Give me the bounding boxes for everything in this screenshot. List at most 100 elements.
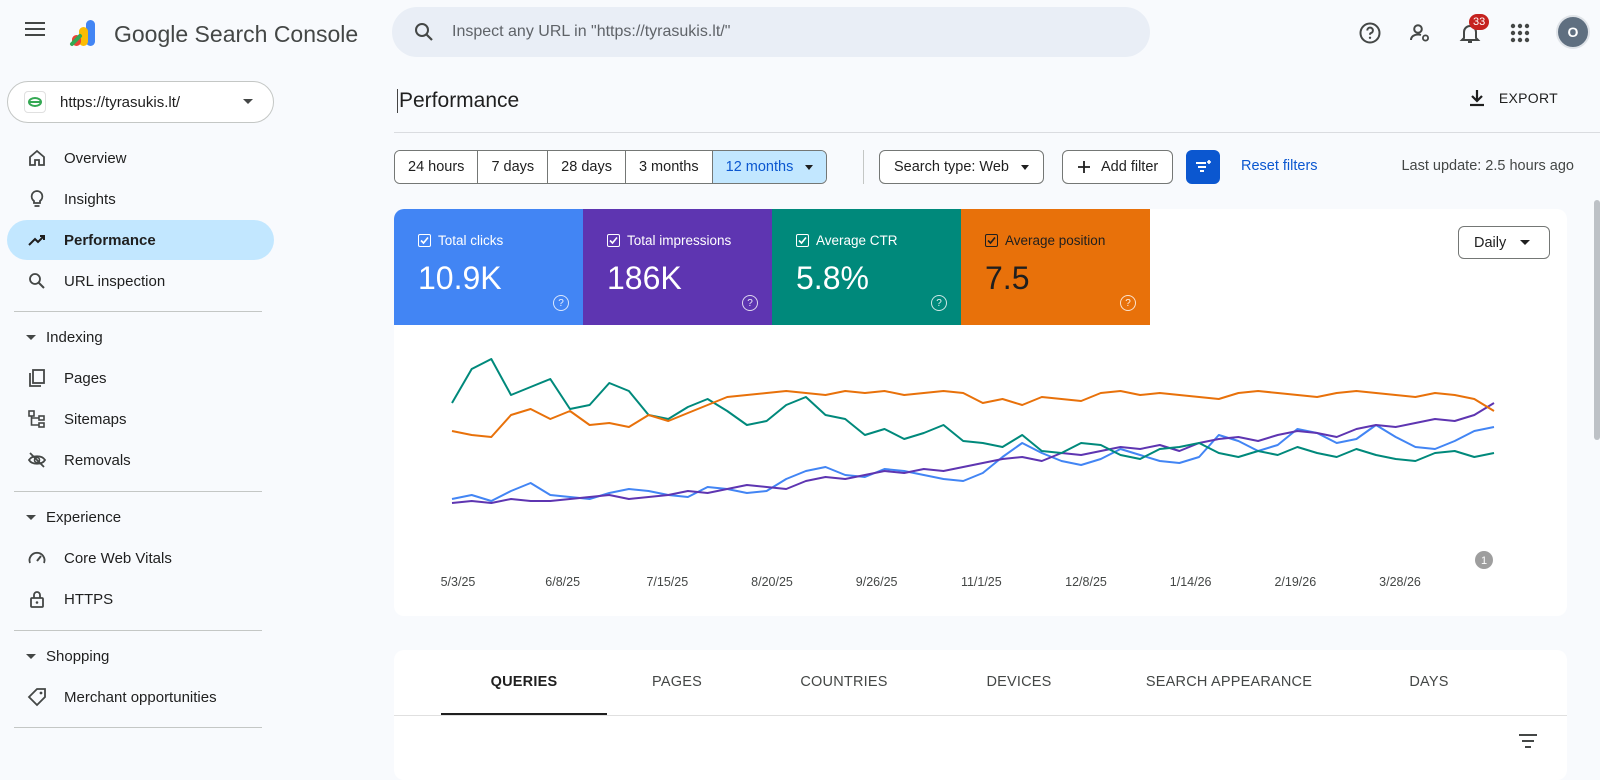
bell-icon[interactable]: 33 — [1455, 14, 1490, 48]
metric-value: 10.9K — [418, 260, 502, 296]
checkbox-checked-icon[interactable] — [985, 234, 998, 247]
sidebar-item-overview[interactable]: Overview — [7, 138, 274, 178]
sidebar-item-sitemaps[interactable]: Sitemaps — [7, 399, 274, 439]
brand-title: Google Search Console — [114, 21, 359, 47]
help-icon[interactable]: ? — [742, 295, 758, 311]
page-title: Performance — [397, 89, 520, 113]
metric-total-impressions[interactable]: Total impressions 186K ? — [583, 209, 772, 325]
sidebar-item-core-web-vitals[interactable]: Core Web Vitals — [7, 538, 274, 578]
x-tick-label: 11/1/25 — [961, 575, 1002, 589]
filter-separator — [863, 150, 864, 184]
sidebar-section-experience[interactable]: Experience — [22, 509, 121, 526]
export-button[interactable]: EXPORT — [1467, 88, 1558, 108]
sidebar-item-pages[interactable]: Pages — [7, 358, 274, 398]
tab-days[interactable]: DAYS — [1409, 674, 1449, 690]
search-icon — [26, 270, 48, 292]
caret-down-icon — [26, 654, 36, 659]
sidebar-item-insights[interactable]: Insights — [7, 179, 274, 219]
checkbox-checked-icon[interactable] — [607, 234, 620, 247]
sidebar-item-merchant-opportunities[interactable]: Merchant opportunities — [7, 677, 274, 717]
property-selector[interactable]: https://tyrasukis.lt/ — [7, 81, 274, 123]
metric-value: 5.8% — [796, 260, 869, 296]
reset-filters-link[interactable]: Reset filters — [1241, 158, 1318, 174]
checkbox-checked-icon[interactable] — [796, 234, 809, 247]
main-content: Performance EXPORT 24 hours 7 days 28 da… — [394, 66, 1600, 780]
menu-icon[interactable] — [20, 18, 50, 48]
top-bar: Google Search Console 33 O — [0, 0, 1600, 66]
sidebar-divider — [14, 630, 262, 631]
x-tick-label: 3/28/26 — [1379, 575, 1421, 589]
help-icon[interactable]: ? — [553, 295, 569, 311]
filter-settings-button[interactable] — [1186, 150, 1220, 184]
sidebar-divider — [14, 491, 262, 492]
trending-up-icon — [26, 229, 48, 251]
last-update-text: Last update: 2.5 hours ago — [1401, 158, 1574, 174]
sidebar-item-performance[interactable]: Performance — [7, 220, 274, 260]
x-tick-label: 8/20/25 — [751, 575, 793, 589]
sidebar-section-shopping[interactable]: Shopping — [22, 648, 109, 665]
x-tick-label: 5/3/25 — [441, 575, 476, 589]
series-line-average-position — [451, 390, 1495, 438]
date-range-selector: 24 hours 7 days 28 days 3 months 12 mont… — [394, 150, 828, 184]
filter-list-icon[interactable] — [1517, 730, 1539, 752]
visibility-off-icon — [26, 449, 48, 471]
lock-icon — [26, 588, 48, 610]
tab-countries[interactable]: COUNTRIES — [800, 674, 888, 690]
annotation-marker[interactable]: 1 — [1475, 551, 1493, 569]
metric-average-position[interactable]: Average position 7.5 ? — [961, 209, 1150, 325]
x-tick-label: 6/8/25 — [545, 575, 580, 589]
metric-value: 186K — [607, 260, 682, 296]
series-line-average-ctr — [451, 358, 1495, 462]
tag-icon — [26, 686, 48, 708]
range-7-days[interactable]: 7 days — [478, 151, 549, 183]
filter-list-icon — [1196, 160, 1211, 172]
add-filter-button[interactable]: Add filter — [1062, 150, 1174, 184]
sidebar-item-url-inspection[interactable]: URL inspection — [7, 261, 274, 301]
help-icon[interactable]: ? — [931, 295, 947, 311]
scrollbar[interactable] — [1594, 200, 1600, 440]
tab-queries[interactable]: QUERIES — [490, 674, 558, 690]
tab-search-appearance[interactable]: SEARCH APPEARANCE — [1145, 674, 1313, 690]
help-icon[interactable]: ? — [1120, 295, 1136, 311]
sidebar-item-https[interactable]: HTTPS — [7, 579, 274, 619]
granularity-select[interactable]: Daily — [1458, 226, 1550, 259]
sidebar-section-indexing[interactable]: Indexing — [22, 329, 103, 346]
apps-icon[interactable] — [1505, 18, 1535, 48]
avatar[interactable]: O — [1556, 15, 1590, 49]
chevron-down-icon — [243, 99, 253, 104]
metric-total-clicks[interactable]: Total clicks 10.9K ? — [394, 209, 583, 325]
range-3-months[interactable]: 3 months — [625, 151, 713, 183]
tabs-divider — [394, 715, 1567, 716]
metric-average-ctr[interactable]: Average CTR 5.8% ? — [772, 209, 961, 325]
x-tick-label: 7/15/25 — [646, 575, 688, 589]
x-tick-label: 1/14/26 — [1170, 575, 1212, 589]
plus-icon — [1078, 161, 1090, 173]
performance-line-chart: 5/3/25 6/8/25 7/15/25 8/20/25 9/26/25 11/1/25… — [441, 358, 1495, 589]
search-type-filter[interactable]: Search type: Web — [879, 150, 1044, 184]
annotation-circle — [1475, 551, 1493, 569]
annotation-label: 1 — [1481, 555, 1487, 567]
search-console-logo-icon — [70, 20, 95, 46]
tab-indicator — [441, 713, 607, 715]
caret-down-icon — [26, 335, 36, 340]
help-icon[interactable] — [1355, 18, 1385, 48]
manage-accounts-icon[interactable] — [1405, 18, 1435, 48]
site-favicon-icon — [24, 91, 46, 113]
search-icon — [415, 23, 433, 41]
search-input[interactable] — [452, 23, 1132, 41]
sidebar-divider — [14, 727, 262, 728]
sidebar-item-removals[interactable]: Removals — [7, 440, 274, 480]
range-28-days[interactable]: 28 days — [548, 151, 626, 183]
checkbox-checked-icon[interactable] — [418, 234, 431, 247]
range-12-months[interactable]: 12 months — [712, 151, 827, 183]
sitemap-icon — [26, 408, 48, 430]
tab-pages[interactable]: PAGES — [652, 674, 702, 690]
download-icon — [1469, 90, 1484, 107]
performance-chart-card: Total clicks 10.9K ? Total impressions 1… — [394, 209, 1567, 616]
sidebar-divider — [14, 311, 262, 312]
tab-devices[interactable]: DEVICES — [986, 674, 1052, 690]
url-inspect-search[interactable] — [392, 7, 1150, 57]
series-line-total-impressions — [451, 402, 1495, 504]
caret-down-icon — [1021, 164, 1029, 170]
range-24-hours[interactable]: 24 hours — [395, 151, 479, 183]
